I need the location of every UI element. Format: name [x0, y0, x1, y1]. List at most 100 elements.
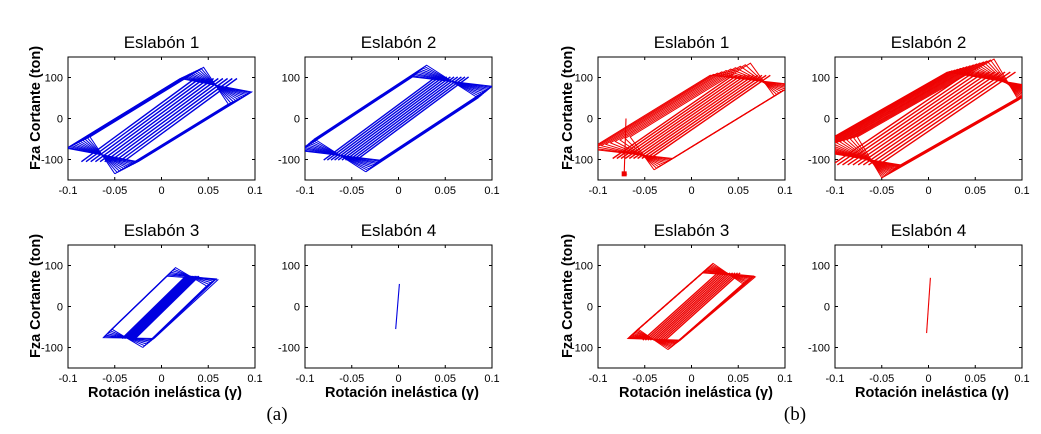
inner-cycle [126, 275, 191, 340]
x-tick-label: 0 [925, 373, 931, 385]
x-tick-label: -0.05 [869, 373, 894, 385]
inner-cycle [649, 272, 726, 341]
hysteresis-loop [313, 64, 479, 173]
inner-cycle [334, 76, 448, 161]
subplot-title: Eslabón 4 [891, 221, 967, 240]
axes-frame [304, 244, 493, 369]
y-tick-label: -100 [571, 155, 593, 167]
inner-cycle [641, 74, 763, 160]
x-tick-label: 0.1 [484, 185, 499, 197]
inner-cycle [644, 272, 721, 341]
y-tick-label: -100 [41, 155, 63, 167]
y-tick-label: 0 [57, 114, 63, 126]
inner-cycle [847, 71, 985, 166]
ylabel-b-top: Fza Cortante (ton) [560, 46, 576, 170]
subplot-a-3: Eslabón 3 -0.1 -0.05 0 0.05 0.1 100 0 -100 [41, 221, 263, 385]
y-tick-label: 100 [282, 73, 300, 85]
y-tick-label: 0 [587, 302, 593, 314]
y-tick-label: -100 [808, 155, 830, 167]
x-tick-label: -0.1 [59, 373, 78, 385]
x-tick-label: -0.1 [296, 373, 315, 385]
y-tick-label: 0 [824, 114, 830, 126]
inner-cycle [836, 71, 975, 166]
hysteresis-loop [856, 58, 1020, 179]
inner-cycle [94, 77, 210, 163]
x-tick-label: 0.1 [484, 373, 499, 385]
x-tick-label: -0.1 [59, 185, 78, 197]
caption-b: (b) [784, 404, 806, 425]
x-tick-label: -0.05 [632, 373, 657, 385]
y-tick-label: 0 [824, 302, 830, 314]
inner-cycle [654, 272, 731, 341]
inner-cycle [121, 275, 187, 340]
inner-cycle [647, 272, 724, 341]
subplot-b-1: Eslabón 1 -0.1 -0.05 0 0.05 0.1 100 0 -100 [571, 33, 793, 197]
subplot-a-4: Eslabón 4 -0.1 -0.05 0 0.05 0.1 100 0 -100 [278, 221, 500, 385]
inner-cycle [835, 71, 970, 164]
x-tick-label: -0.1 [296, 185, 315, 197]
caption-a: (a) [266, 404, 287, 425]
data-layer [598, 62, 785, 177]
data-layer [102, 266, 219, 348]
subplot-title: Eslabón 2 [891, 33, 967, 52]
x-tick-label: 0.1 [247, 373, 262, 385]
inner-cycle [326, 76, 440, 161]
residual-point [621, 171, 627, 177]
x-tick-label: 0 [158, 185, 164, 197]
inner-cycle [664, 272, 741, 341]
xlabel-b-left: Rotación inelástica (γ) [619, 385, 773, 401]
x-tick-label: 0.1 [1014, 185, 1029, 197]
subplot-b-3: Eslabón 3 -0.1 -0.05 0 0.05 0.1 100 0 -100 [571, 221, 793, 385]
x-tick-label: 0 [158, 373, 164, 385]
inner-cycle [104, 77, 219, 163]
inner-cycle [862, 71, 1001, 166]
x-tick-label: 0 [925, 185, 931, 197]
inner-cycle [857, 71, 996, 166]
x-tick-label: -0.05 [632, 185, 657, 197]
subplot-b-2: Eslabón 2 -0.1 -0.05 0 0.05 0.1 100 0 -100 [808, 33, 1030, 197]
inner-cycle [341, 76, 455, 161]
y-tick-label: 0 [294, 114, 300, 126]
inner-cycle [131, 275, 197, 340]
xlabel-a-left: Rotación inelástica (γ) [88, 385, 242, 401]
xlabel-a-right: Rotación inelástica (γ) [325, 385, 479, 401]
subplot-title: Eslabón 1 [124, 33, 200, 52]
x-tick-label: 0.1 [1014, 373, 1029, 385]
y-tick-label: -100 [41, 343, 63, 355]
inner-cycle [355, 76, 470, 161]
inner-cycle [642, 272, 719, 341]
data-layer [626, 262, 757, 351]
y-tick-label: 100 [575, 73, 593, 85]
inner-cycle [330, 76, 444, 161]
inner-cycle [118, 77, 233, 163]
x-tick-label: 0.1 [777, 185, 792, 197]
x-tick-label: -0.05 [339, 373, 364, 385]
series-elastic [395, 283, 400, 330]
x-tick-label: 0.1 [247, 185, 262, 197]
x-tick-label: 0.1 [777, 373, 792, 385]
inner-cycle [878, 71, 1016, 166]
inner-cycle [612, 74, 734, 160]
inner-cycle [628, 74, 750, 160]
inner-cycle [127, 275, 193, 340]
x-tick-label: -0.05 [339, 185, 364, 197]
xlabel-b-right: Rotación inelástica (γ) [855, 385, 1009, 401]
hysteresis-loop [110, 266, 208, 348]
inner-cycle [124, 275, 190, 340]
x-tick-label: 0 [395, 373, 401, 385]
inner-cycle [133, 275, 198, 340]
data-layer [395, 283, 400, 330]
inner-cycle [337, 76, 451, 161]
data-layer [68, 66, 254, 175]
subplot-a-2: Eslabón 2 -0.1 -0.05 0 0.05 0.1 100 0 -100 [278, 33, 500, 197]
x-tick-label: -0.1 [826, 373, 845, 385]
y-tick-label: 0 [294, 302, 300, 314]
ylabel-a-top: Fza Cortante (ton) [28, 46, 44, 170]
data-layer [926, 277, 931, 334]
y-tick-label: 100 [45, 261, 63, 273]
x-tick-label: 0.05 [198, 185, 219, 197]
inner-cycle [659, 272, 736, 341]
ylabel-a-bottom: Fza Cortante (ton) [28, 234, 44, 358]
inner-cycle [624, 74, 746, 160]
inner-cycle [108, 77, 224, 163]
